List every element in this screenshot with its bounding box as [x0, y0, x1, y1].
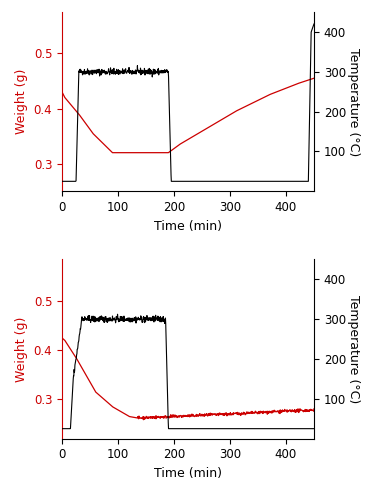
Y-axis label: Weight (g): Weight (g)	[15, 316, 28, 382]
Y-axis label: Weight (g): Weight (g)	[15, 69, 28, 134]
X-axis label: Time (min): Time (min)	[154, 220, 222, 232]
X-axis label: Time (min): Time (min)	[154, 467, 222, 480]
Y-axis label: Temperature (°C): Temperature (°C)	[347, 48, 360, 156]
Y-axis label: Temperature (°C): Temperature (°C)	[347, 295, 360, 403]
